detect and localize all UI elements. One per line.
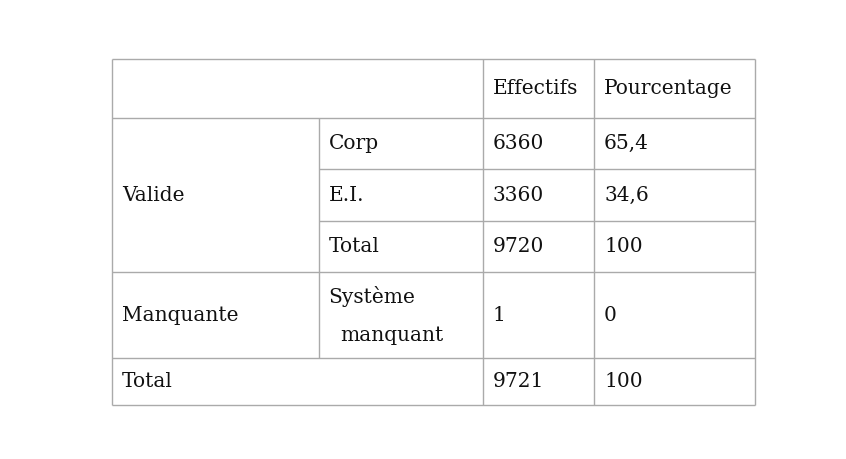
Text: Pourcentage: Pourcentage bbox=[604, 79, 733, 98]
Text: Total: Total bbox=[122, 372, 173, 391]
Text: Corp: Corp bbox=[328, 134, 379, 153]
Text: Total: Total bbox=[328, 237, 380, 256]
Text: Système: Système bbox=[328, 285, 415, 307]
Text: Effectifs: Effectifs bbox=[492, 79, 578, 98]
Text: 3360: 3360 bbox=[492, 185, 544, 205]
Text: 6360: 6360 bbox=[492, 134, 544, 153]
Text: 9720: 9720 bbox=[492, 237, 544, 256]
Text: E.I.: E.I. bbox=[328, 185, 364, 205]
Text: manquant: manquant bbox=[340, 325, 443, 345]
Text: 100: 100 bbox=[604, 372, 643, 391]
Text: 0: 0 bbox=[604, 306, 617, 325]
Text: 1: 1 bbox=[492, 306, 505, 325]
Text: 100: 100 bbox=[604, 237, 643, 256]
Text: Manquante: Manquante bbox=[122, 306, 239, 325]
Text: 65,4: 65,4 bbox=[604, 134, 649, 153]
Text: Valide: Valide bbox=[122, 185, 184, 205]
Text: 34,6: 34,6 bbox=[604, 185, 649, 205]
Text: 9721: 9721 bbox=[492, 372, 544, 391]
